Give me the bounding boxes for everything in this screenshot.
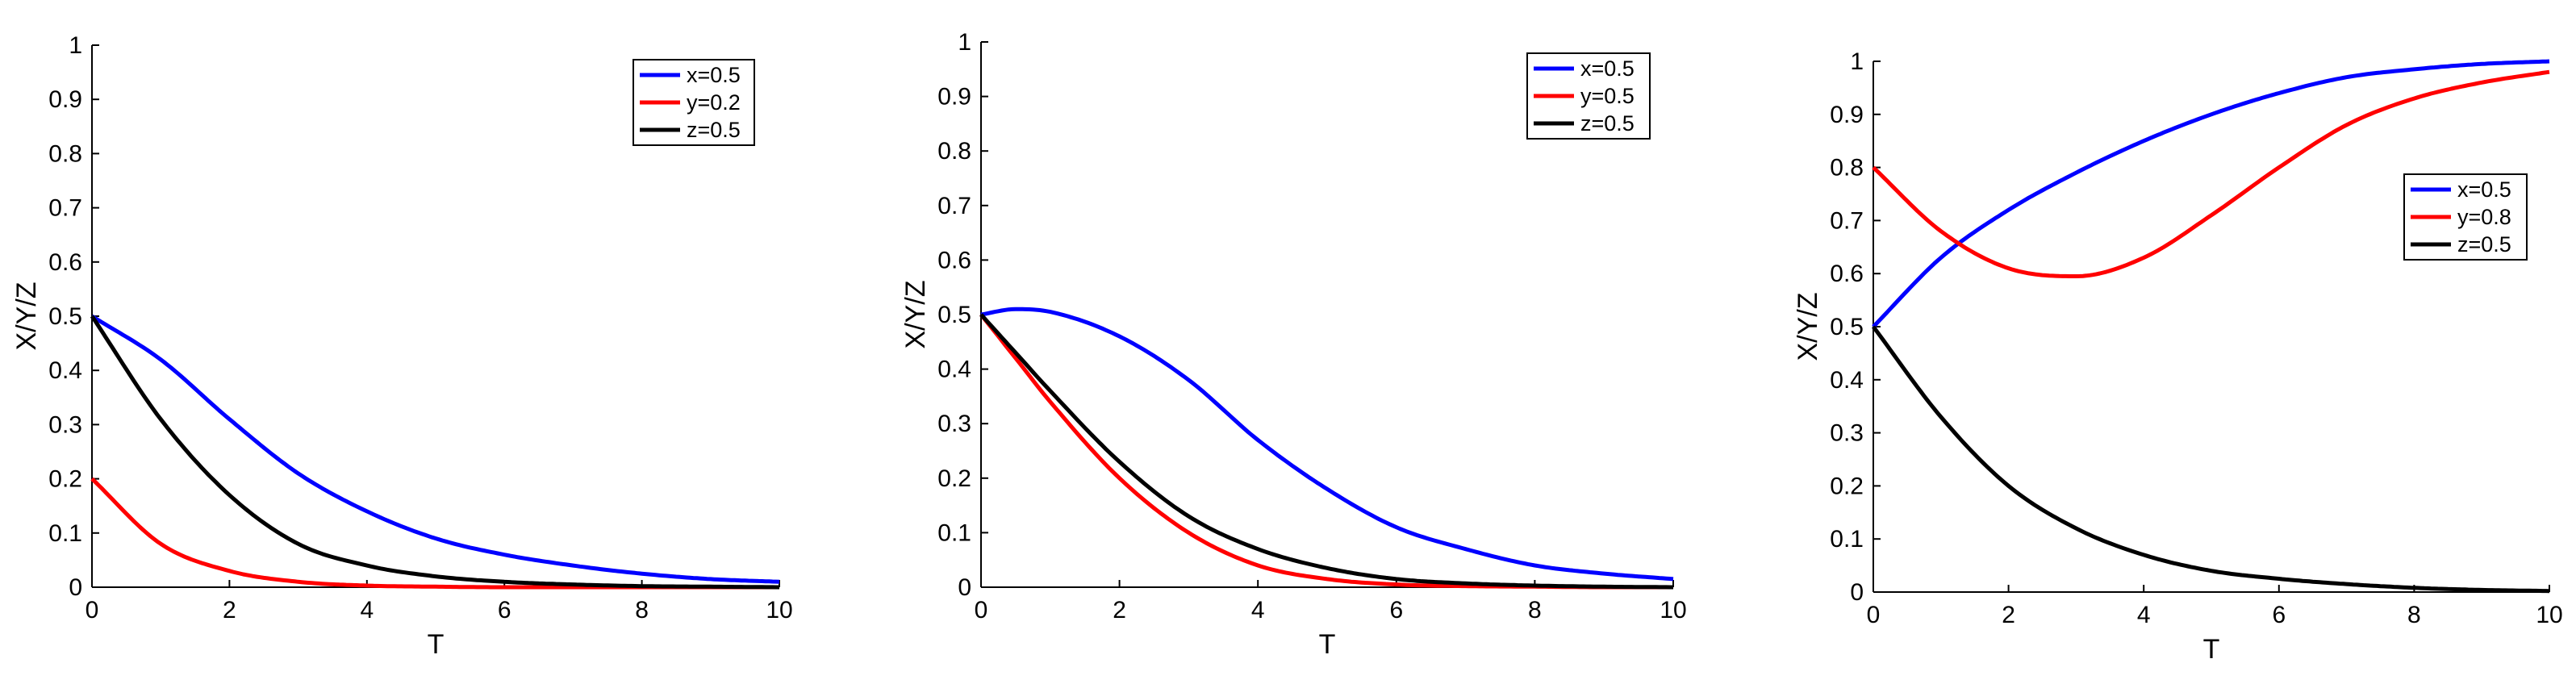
series-line-3 [979,313,1673,590]
series-line-1 [980,307,1674,582]
y-tick-label: 0.8 [1830,155,1864,181]
x-tick-label: 10 [1660,597,1686,624]
legend-entry-label: x=0.5 [2457,177,2511,202]
y-tick-label: 0.2 [937,465,971,492]
y-tick-label: 0.1 [1830,526,1864,553]
y-tick-label: 0.8 [937,138,971,165]
series-line-1 [90,314,780,584]
chart-panel-1: 00.10.20.30.40.50.60.70.80.910 2 4 6 8 10TX/Y… [11,32,793,660]
y-tick-label: 0.5 [48,303,82,330]
y-tick-label: 0.6 [937,247,971,273]
y-tick-label: 0 [1850,579,1864,606]
y-tick-label: 0.5 [937,302,971,328]
y-tick-label: 0.5 [1830,314,1864,340]
y-tick-label: 0.3 [937,411,971,437]
y-tick-label: 0.8 [48,140,82,167]
legend-entry-label: x=0.5 [1580,56,1635,81]
x-axis-label: T [428,629,445,660]
y-tick-label: 0.1 [937,519,971,546]
y-tick-label: 0.6 [48,249,82,276]
y-tick-label: 0.4 [1830,367,1864,394]
legend-entry-label: y=0.8 [2457,205,2511,229]
y-tick-label: 0.9 [48,86,82,113]
x-tick-label: 2 [2002,602,2015,628]
x-tick-label: 0 [1867,602,1881,628]
legend-entry-label: y=0.2 [687,90,741,115]
x-axis-label: T [2203,634,2220,665]
series-line-2 [979,313,1673,590]
y-tick-label: 0.1 [48,520,82,547]
y-tick-label: 0 [958,574,971,601]
y-tick-label: 0.2 [48,466,82,493]
chart-panel-3: 00.10.20.30.40.50.60.70.80.910 2 4 6 8 10TX/Y… [1793,48,2563,665]
x-tick-label: 6 [1389,597,1403,624]
y-tick-label: 0.2 [1830,473,1864,499]
x-tick-label: 8 [635,597,649,624]
x-tick-label: 8 [1528,597,1542,624]
legend-entry-label: z=0.5 [687,118,741,142]
x-tick-label: 8 [2407,602,2421,628]
legend-entry-label: y=0.5 [1580,84,1635,108]
y-tick-label: 0.3 [1830,420,1864,447]
x-tick-label: 4 [360,597,374,624]
y-tick-label: 0.4 [937,357,971,383]
series-line-3 [90,315,779,590]
x-tick-label: 2 [223,597,236,624]
x-tick-label: 10 [766,597,792,624]
x-tick-label: 4 [2137,602,2151,628]
chart-panel-2: 00.10.20.30.40.50.60.70.80.910 2 4 6 8 10TX/Y… [900,29,1687,660]
y-axis-label: X/Y/Z [900,280,931,348]
x-tick-label: 6 [498,597,511,624]
x-tick-label: 4 [1251,597,1265,624]
y-tick-label: 0.7 [1830,207,1864,234]
y-tick-label: 0.9 [937,84,971,111]
x-axis-label: T [1319,629,1336,660]
series-line-1 [1872,59,2550,328]
legend: x=0.5 y=0.8 z=0.5 [2403,173,2528,261]
legend-entry-label: x=0.5 [687,63,741,87]
x-tick-label: 2 [1113,597,1126,624]
legend: x=0.5 y=0.5 z=0.5 [1526,52,1651,140]
y-tick-label: 0.7 [937,193,971,219]
x-tick-label: 0 [86,597,99,624]
y-axis-label: X/Y/Z [11,282,42,350]
legend: x=0.5 y=0.2 z=0.5 [633,59,755,146]
y-tick-label: 1 [958,29,971,56]
series-line-2 [1872,69,2550,278]
x-tick-label: 6 [2272,602,2286,628]
y-tick-label: 0 [69,574,82,601]
y-tick-label: 0.9 [1830,102,1864,128]
legend-entry-label: z=0.5 [2457,232,2511,256]
y-tick-label: 1 [1850,48,1864,75]
series-line-3 [1872,325,2550,594]
series-line-2 [90,477,779,590]
y-axis-label: X/Y/Z [1793,292,1823,361]
legend-entry-label: z=0.5 [1580,111,1635,136]
y-tick-label: 1 [69,32,82,59]
y-tick-label: 0.4 [48,357,82,384]
x-tick-label: 10 [2536,602,2562,628]
y-tick-label: 0.3 [48,411,82,438]
y-tick-label: 0.7 [48,195,82,222]
y-tick-label: 0.6 [1830,261,1864,287]
x-tick-label: 0 [975,597,988,624]
